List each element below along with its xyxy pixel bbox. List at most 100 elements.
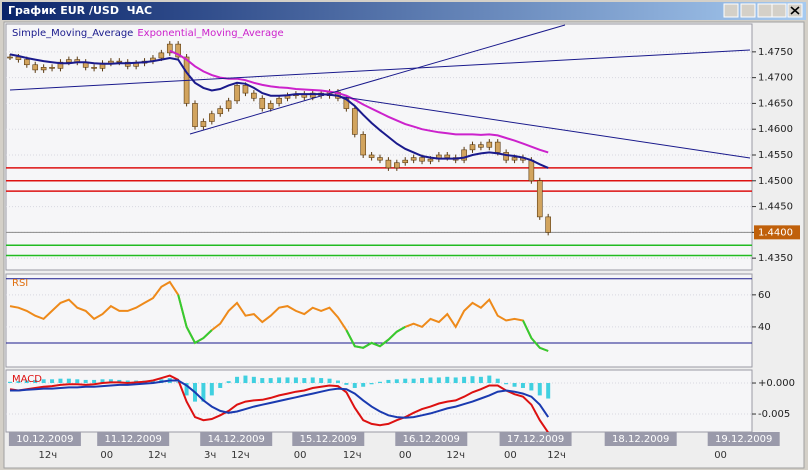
candle-body — [276, 97, 282, 104]
histogram-bar — [411, 378, 416, 384]
candle-body — [486, 141, 493, 148]
indicator-line — [9, 53, 549, 169]
candle-body — [158, 52, 165, 59]
histogram-bar — [277, 377, 282, 384]
date-label: 14.12.2009 — [208, 434, 265, 445]
candle-body — [66, 59, 72, 63]
histogram-bar — [310, 377, 315, 384]
hour-label: 00 — [714, 450, 727, 461]
button-help[interactable] — [740, 3, 756, 18]
button-menu[interactable] — [723, 3, 739, 18]
candle-body — [91, 67, 97, 69]
candle-body — [32, 64, 39, 71]
hour-label: 3ч — [204, 450, 216, 461]
candle-body — [377, 157, 383, 161]
date-box — [395, 432, 468, 446]
y-tick-label: +0.000 — [758, 378, 795, 389]
legend-entry: Exponential_Moving_Average — [137, 28, 283, 39]
histogram-bar — [108, 379, 113, 384]
window-title: График EUR /USD ЧАС — [8, 4, 152, 17]
hour-label: 00 — [399, 450, 412, 461]
date-box — [97, 432, 170, 446]
candle-body — [24, 59, 30, 66]
macd-line — [10, 379, 550, 419]
y-tick-label: 1.4600 — [758, 124, 793, 135]
hour-label: 12ч — [547, 450, 566, 461]
candle-body — [351, 108, 358, 135]
candle-body — [259, 97, 266, 109]
macd-panel — [5, 369, 753, 433]
histogram-bar — [58, 378, 63, 384]
hour-label: 00 — [504, 450, 517, 461]
histogram-bar — [319, 378, 324, 384]
histogram-bar — [495, 378, 500, 384]
button-minimize[interactable] — [757, 3, 773, 18]
candle-body — [234, 85, 240, 102]
histogram-bar — [293, 377, 298, 384]
candle-body — [368, 154, 375, 158]
candle-body — [124, 61, 131, 67]
candle-body — [461, 149, 467, 161]
rsi-line — [177, 294, 549, 352]
candle-body — [116, 60, 123, 63]
y-tick-label: 1.4550 — [758, 150, 793, 161]
macd-line — [9, 374, 550, 434]
candle-body — [394, 162, 400, 169]
hour-label: 12ч — [446, 450, 465, 461]
candle-body — [494, 141, 501, 153]
hour-label: 12ч — [39, 450, 58, 461]
y-tick-label: 40 — [758, 322, 771, 333]
trend-line — [189, 24, 566, 135]
histogram-bar — [75, 379, 80, 384]
histogram-bar — [344, 383, 349, 385]
date-label: 16.12.2009 — [403, 434, 460, 445]
hour-label: 00 — [294, 450, 307, 461]
y-tick-label: 1.4450 — [758, 202, 793, 213]
candle-body — [267, 103, 274, 109]
histogram-bar — [260, 378, 265, 384]
y-tick-label: 60 — [758, 290, 771, 301]
histogram-bar — [420, 378, 425, 384]
histogram-bar — [41, 379, 46, 384]
y-tick-label: 1.4650 — [758, 98, 793, 109]
histogram-bar — [445, 376, 450, 384]
candle-body — [545, 216, 551, 233]
candle-body — [503, 152, 509, 161]
histogram-bar — [462, 376, 467, 384]
date-label: 18.12.2009 — [612, 434, 669, 445]
histogram-bar — [8, 381, 12, 384]
candle-body — [242, 85, 249, 94]
button-maximize[interactable] — [771, 3, 787, 18]
histogram-bar — [394, 379, 399, 384]
histogram-bar — [487, 375, 492, 384]
histogram-bar — [176, 382, 181, 384]
trend-lines — [9, 24, 751, 159]
histogram-bar — [184, 383, 189, 396]
histogram-bar — [268, 378, 273, 384]
histogram-bar — [520, 383, 525, 388]
histogram-bar — [504, 383, 509, 385]
histogram-bar — [428, 377, 433, 384]
histogram-bar — [235, 376, 240, 384]
candle-body — [225, 100, 232, 109]
y-tick-label: 1.4500 — [758, 176, 793, 187]
histogram-bar — [436, 377, 441, 384]
rsi-line — [9, 280, 549, 352]
candle-body — [251, 92, 257, 99]
hour-label: 00 — [100, 450, 113, 461]
last-price-label: 1.4400 — [758, 227, 793, 238]
date-label: 17.12.2009 — [507, 434, 564, 445]
date-box — [707, 432, 780, 446]
histogram-bar — [403, 378, 408, 384]
histogram-bar — [369, 383, 374, 385]
candle-body — [478, 144, 484, 148]
candle-body — [444, 154, 451, 158]
histogram-bar — [537, 383, 542, 396]
title-bar — [2, 2, 806, 20]
histogram-bar — [302, 378, 307, 384]
histogram-bar — [33, 379, 38, 384]
candle-body — [57, 61, 64, 69]
date-label: 11.12.2009 — [105, 434, 162, 445]
candle-body — [166, 43, 173, 54]
